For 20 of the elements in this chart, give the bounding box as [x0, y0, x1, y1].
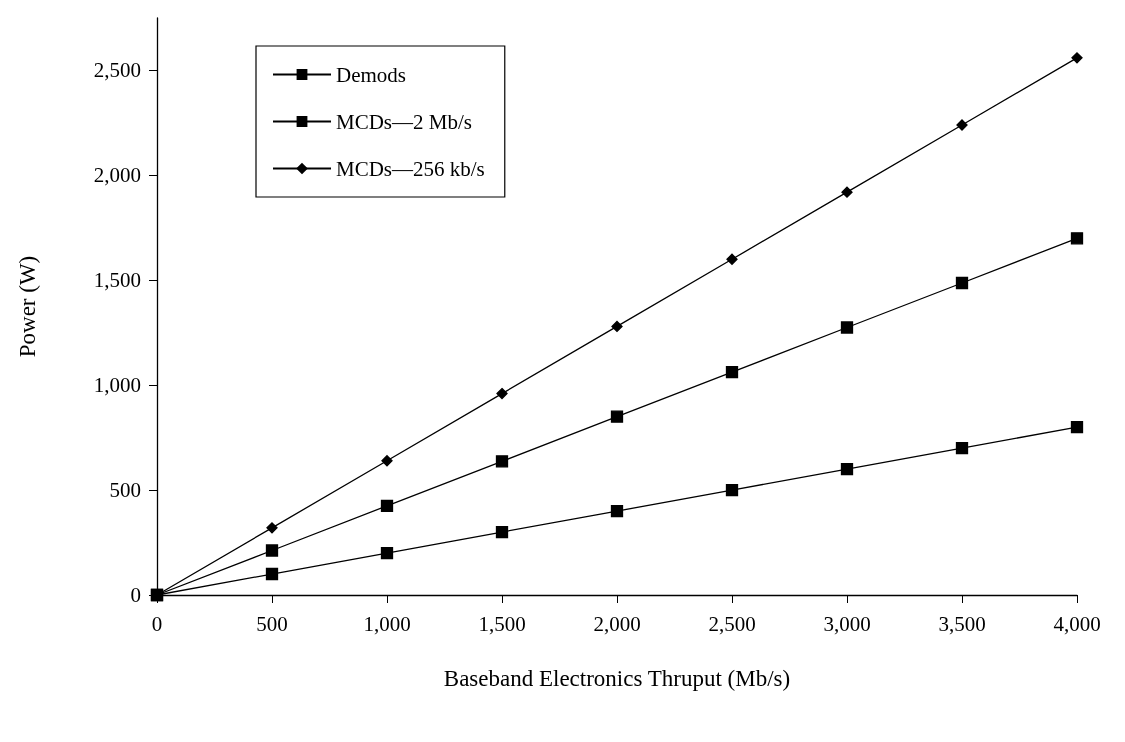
- x-tick-label: 1,000: [363, 611, 411, 636]
- x-tick-label: 3,000: [823, 611, 871, 636]
- y-tick-label: 500: [109, 478, 141, 503]
- y-tick-label: 1,000: [93, 373, 141, 398]
- y-tick-label: 2,000: [93, 163, 141, 188]
- x-tick-label: 4,000: [1053, 611, 1101, 636]
- y-tick-label: 2,500: [93, 58, 141, 83]
- x-tick-label: 2,000: [593, 611, 641, 636]
- x-tick-label: 2,500: [708, 611, 756, 636]
- x-tick-label: 0: [151, 611, 163, 636]
- legend-label: MCDs—256 kb/s: [336, 156, 485, 181]
- x-axis-title: Baseband Electronics Thruput (Mb/s): [443, 666, 791, 691]
- legend-label: MCDs—2 Mb/s: [336, 109, 472, 134]
- y-tick-label: 0: [130, 583, 141, 607]
- x-tick-label: 3,500: [938, 611, 986, 636]
- x-tick-label: 1,500: [478, 611, 526, 636]
- y-tick-label: 1,500: [93, 268, 141, 293]
- legend-label: Demods: [336, 62, 406, 87]
- x-tick-label: 500: [256, 611, 288, 636]
- y-axis-title: Power (W): [15, 255, 40, 358]
